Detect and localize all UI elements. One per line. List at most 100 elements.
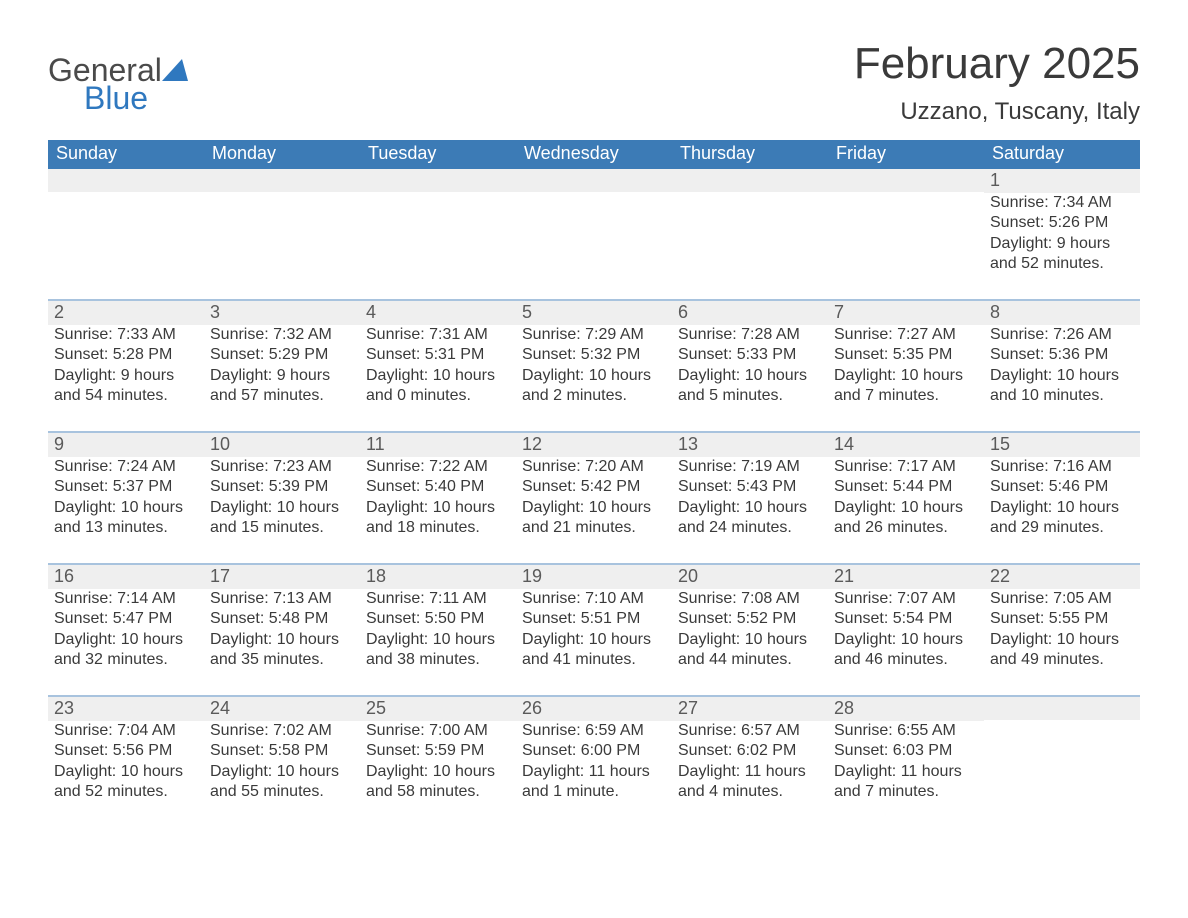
- day-number: 12: [516, 433, 672, 457]
- calendar-day: [48, 169, 204, 289]
- sunset-line: Sunset: 6:00 PM: [522, 741, 666, 761]
- calendar-day: 6Sunrise: 7:28 AMSunset: 5:33 PMDaylight…: [672, 301, 828, 421]
- calendar-day: 14Sunrise: 7:17 AMSunset: 5:44 PMDayligh…: [828, 433, 984, 553]
- day-detail: Sunrise: 7:34 AMSunset: 5:26 PMDaylight:…: [984, 193, 1140, 277]
- calendar: SundayMondayTuesdayWednesdayThursdayFrid…: [48, 140, 1140, 817]
- day-number: 2: [48, 301, 204, 325]
- calendar-day: 4Sunrise: 7:31 AMSunset: 5:31 PMDaylight…: [360, 301, 516, 421]
- sunrise-line: Sunrise: 7:04 AM: [54, 721, 198, 741]
- day-detail: Sunrise: 7:28 AMSunset: 5:33 PMDaylight:…: [672, 325, 828, 409]
- daylight-line: Daylight: 11 hours and 7 minutes.: [834, 762, 978, 803]
- calendar-day: 15Sunrise: 7:16 AMSunset: 5:46 PMDayligh…: [984, 433, 1140, 553]
- sunrise-line: Sunrise: 6:59 AM: [522, 721, 666, 741]
- day-detail: Sunrise: 7:27 AMSunset: 5:35 PMDaylight:…: [828, 325, 984, 409]
- daylight-line: Daylight: 9 hours and 54 minutes.: [54, 366, 198, 407]
- daylight-line: Daylight: 10 hours and 7 minutes.: [834, 366, 978, 407]
- sunrise-line: Sunrise: 7:26 AM: [990, 325, 1134, 345]
- day-number: 21: [828, 565, 984, 589]
- sunset-line: Sunset: 5:54 PM: [834, 609, 978, 629]
- sunset-line: Sunset: 5:47 PM: [54, 609, 198, 629]
- sunrise-line: Sunrise: 7:22 AM: [366, 457, 510, 477]
- sunrise-line: Sunrise: 7:02 AM: [210, 721, 354, 741]
- sunset-line: Sunset: 5:56 PM: [54, 741, 198, 761]
- calendar-day: 16Sunrise: 7:14 AMSunset: 5:47 PMDayligh…: [48, 565, 204, 685]
- day-detail: Sunrise: 7:29 AMSunset: 5:32 PMDaylight:…: [516, 325, 672, 409]
- day-detail: Sunrise: 7:32 AMSunset: 5:29 PMDaylight:…: [204, 325, 360, 409]
- day-number: 9: [48, 433, 204, 457]
- sunset-line: Sunset: 5:43 PM: [678, 477, 822, 497]
- sunrise-line: Sunrise: 7:33 AM: [54, 325, 198, 345]
- month-title: February 2025: [854, 40, 1140, 88]
- daylight-line: Daylight: 9 hours and 57 minutes.: [210, 366, 354, 407]
- daylight-line: Daylight: 9 hours and 52 minutes.: [990, 234, 1134, 275]
- daylight-line: Daylight: 10 hours and 15 minutes.: [210, 498, 354, 539]
- dow-cell: Thursday: [672, 140, 828, 169]
- sunrise-line: Sunrise: 6:55 AM: [834, 721, 978, 741]
- day-number: 27: [672, 697, 828, 721]
- calendar-day: [828, 169, 984, 289]
- sunrise-line: Sunrise: 7:16 AM: [990, 457, 1134, 477]
- calendar-day: 2Sunrise: 7:33 AMSunset: 5:28 PMDaylight…: [48, 301, 204, 421]
- daylight-line: Daylight: 10 hours and 38 minutes.: [366, 630, 510, 671]
- calendar-day: 21Sunrise: 7:07 AMSunset: 5:54 PMDayligh…: [828, 565, 984, 685]
- sunrise-line: Sunrise: 7:27 AM: [834, 325, 978, 345]
- daylight-line: Daylight: 10 hours and 32 minutes.: [54, 630, 198, 671]
- daylight-line: Daylight: 10 hours and 21 minutes.: [522, 498, 666, 539]
- day-detail: Sunrise: 7:10 AMSunset: 5:51 PMDaylight:…: [516, 589, 672, 673]
- sunrise-line: Sunrise: 7:34 AM: [990, 193, 1134, 213]
- sunset-line: Sunset: 5:35 PM: [834, 345, 978, 365]
- sunset-line: Sunset: 5:58 PM: [210, 741, 354, 761]
- calendar-day: 1Sunrise: 7:34 AMSunset: 5:26 PMDaylight…: [984, 169, 1140, 289]
- sunset-line: Sunset: 5:59 PM: [366, 741, 510, 761]
- day-detail: Sunrise: 6:57 AMSunset: 6:02 PMDaylight:…: [672, 721, 828, 805]
- day-number: [48, 169, 204, 192]
- day-number: [360, 169, 516, 192]
- day-detail: Sunrise: 7:04 AMSunset: 5:56 PMDaylight:…: [48, 721, 204, 805]
- daylight-line: Daylight: 10 hours and 46 minutes.: [834, 630, 978, 671]
- dow-cell: Monday: [204, 140, 360, 169]
- day-number: 20: [672, 565, 828, 589]
- day-number: 24: [204, 697, 360, 721]
- day-number: 15: [984, 433, 1140, 457]
- daylight-line: Daylight: 11 hours and 1 minute.: [522, 762, 666, 803]
- sunset-line: Sunset: 6:02 PM: [678, 741, 822, 761]
- calendar-day: 10Sunrise: 7:23 AMSunset: 5:39 PMDayligh…: [204, 433, 360, 553]
- sunset-line: Sunset: 5:32 PM: [522, 345, 666, 365]
- day-detail: Sunrise: 7:24 AMSunset: 5:37 PMDaylight:…: [48, 457, 204, 541]
- day-detail: Sunrise: 7:31 AMSunset: 5:31 PMDaylight:…: [360, 325, 516, 409]
- daylight-line: Daylight: 10 hours and 5 minutes.: [678, 366, 822, 407]
- day-detail: Sunrise: 6:55 AMSunset: 6:03 PMDaylight:…: [828, 721, 984, 805]
- day-number: [516, 169, 672, 192]
- day-number: 19: [516, 565, 672, 589]
- day-number: 4: [360, 301, 516, 325]
- day-number: 23: [48, 697, 204, 721]
- sunset-line: Sunset: 5:31 PM: [366, 345, 510, 365]
- daylight-line: Daylight: 10 hours and 58 minutes.: [366, 762, 510, 803]
- daylight-line: Daylight: 10 hours and 41 minutes.: [522, 630, 666, 671]
- calendar-day: 3Sunrise: 7:32 AMSunset: 5:29 PMDaylight…: [204, 301, 360, 421]
- sunrise-line: Sunrise: 7:32 AM: [210, 325, 354, 345]
- calendar-day: [672, 169, 828, 289]
- sunrise-line: Sunrise: 6:57 AM: [678, 721, 822, 741]
- day-number: 1: [984, 169, 1140, 193]
- daylight-line: Daylight: 11 hours and 4 minutes.: [678, 762, 822, 803]
- calendar-day: 28Sunrise: 6:55 AMSunset: 6:03 PMDayligh…: [828, 697, 984, 817]
- daylight-line: Daylight: 10 hours and 29 minutes.: [990, 498, 1134, 539]
- sunrise-line: Sunrise: 7:14 AM: [54, 589, 198, 609]
- sunrise-line: Sunrise: 7:20 AM: [522, 457, 666, 477]
- brand-word-2: Blue: [84, 82, 188, 114]
- calendar-day: 7Sunrise: 7:27 AMSunset: 5:35 PMDaylight…: [828, 301, 984, 421]
- sunrise-line: Sunrise: 7:08 AM: [678, 589, 822, 609]
- sunrise-line: Sunrise: 7:11 AM: [366, 589, 510, 609]
- day-detail: Sunrise: 7:22 AMSunset: 5:40 PMDaylight:…: [360, 457, 516, 541]
- calendar-week: 9Sunrise: 7:24 AMSunset: 5:37 PMDaylight…: [48, 431, 1140, 553]
- day-of-week-header: SundayMondayTuesdayWednesdayThursdayFrid…: [48, 140, 1140, 169]
- day-number: 22: [984, 565, 1140, 589]
- sunset-line: Sunset: 5:29 PM: [210, 345, 354, 365]
- sunrise-line: Sunrise: 7:19 AM: [678, 457, 822, 477]
- day-number: [828, 169, 984, 192]
- daylight-line: Daylight: 10 hours and 52 minutes.: [54, 762, 198, 803]
- sunset-line: Sunset: 5:26 PM: [990, 213, 1134, 233]
- day-detail: Sunrise: 7:33 AMSunset: 5:28 PMDaylight:…: [48, 325, 204, 409]
- sunset-line: Sunset: 5:55 PM: [990, 609, 1134, 629]
